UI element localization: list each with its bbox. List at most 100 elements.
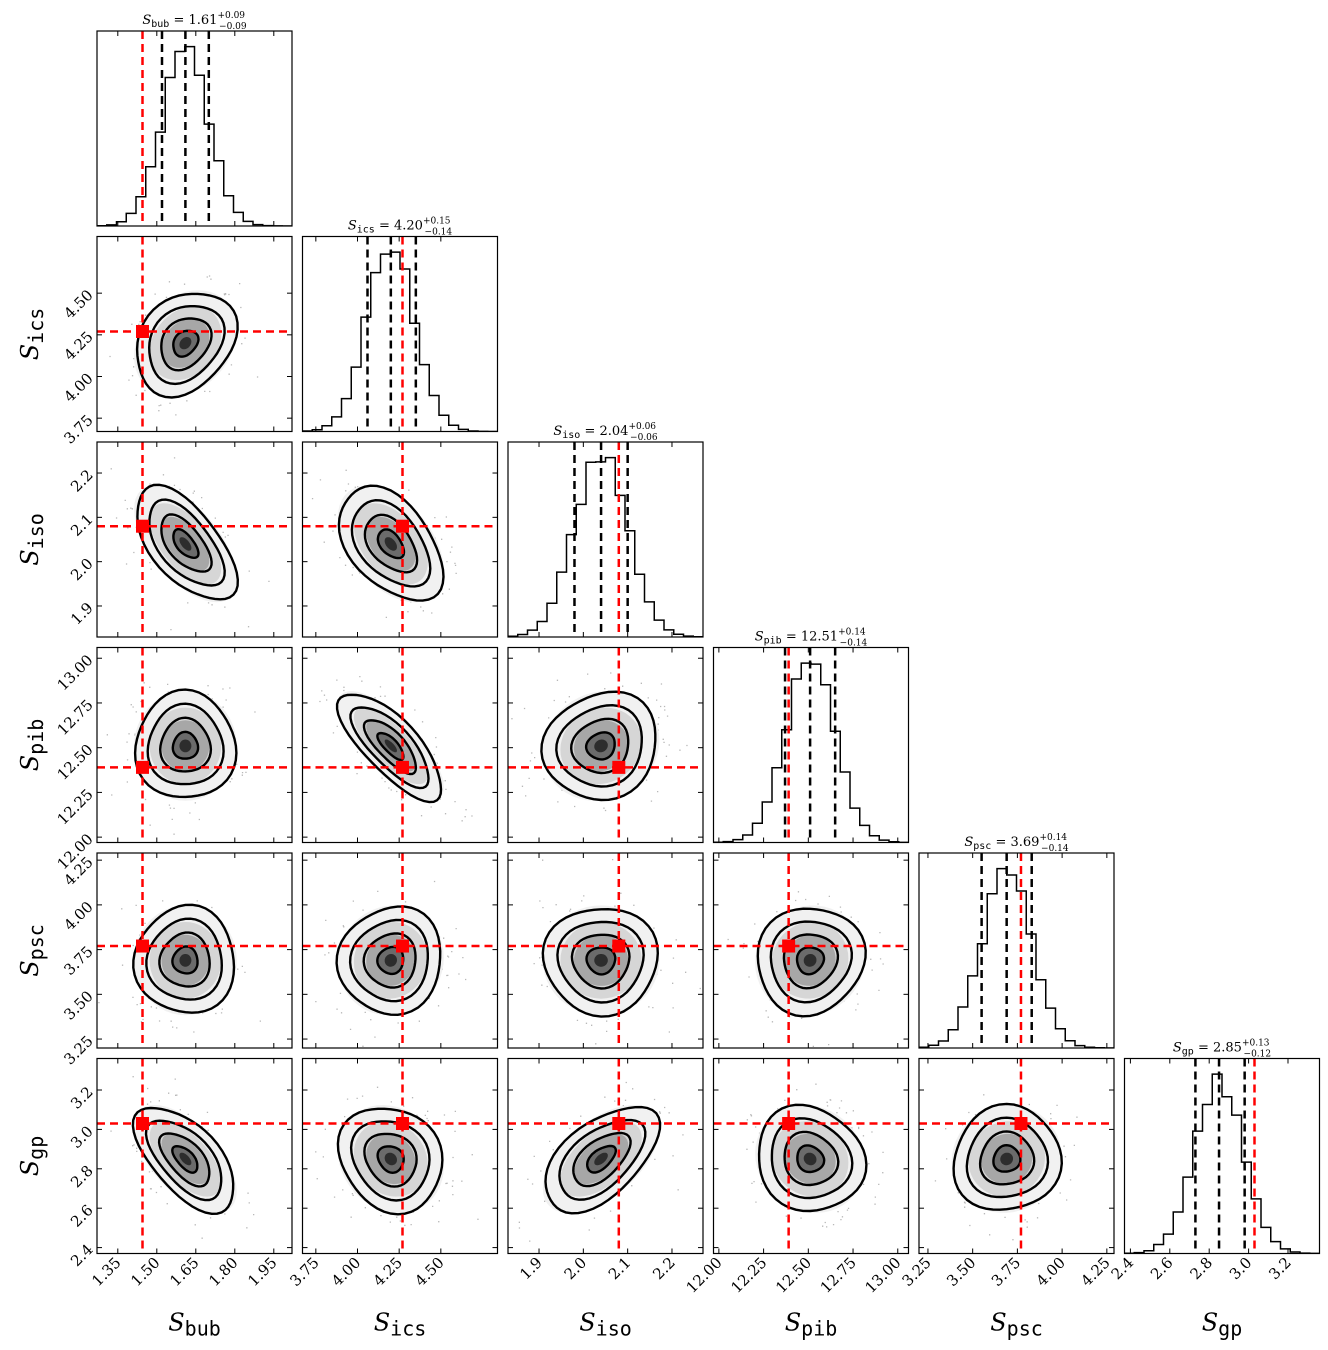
y-tick-label: 13.00 <box>54 651 97 694</box>
axes-frame <box>507 441 704 638</box>
contour-1 <box>795 946 826 976</box>
y-axis-label-iso: Siso <box>16 513 48 566</box>
contour-3 <box>349 1120 431 1202</box>
x-tick-label: 2.0 <box>561 1254 591 1284</box>
title-psc: Spsc = 3.69+0.14 −0.14 <box>964 833 1069 854</box>
truth-marker <box>782 939 796 953</box>
contour-1 <box>171 945 199 975</box>
y-tick-label: 3.50 <box>60 987 96 1023</box>
axes-frame <box>918 852 1115 1049</box>
contour-2 <box>783 1130 840 1187</box>
panel-bub-pib <box>97 647 292 843</box>
contour-1 <box>376 731 405 762</box>
contour-4 <box>952 1102 1064 1211</box>
hist-ics <box>302 236 498 432</box>
truth-marker <box>782 1117 796 1130</box>
truth-marker <box>136 939 149 953</box>
x-tick-label: 3.50 <box>943 1254 979 1290</box>
histogram-bub <box>97 45 292 226</box>
contour-4 <box>756 907 867 1018</box>
contour-4 <box>136 483 240 601</box>
axes-frame <box>96 235 293 433</box>
truth-marker <box>1014 1117 1028 1130</box>
y-tick-label: 3.2 <box>67 1083 97 1113</box>
title-gp: Sgp = 2.85+0.13 −0.12 <box>1173 1039 1271 1060</box>
x-axis-label-pib: Spib <box>785 1309 838 1341</box>
title-bub: Sbub = 1.61+0.09 −0.09 <box>142 11 247 32</box>
axes-frame <box>712 852 910 1049</box>
y-axis-label-ics: Sics <box>16 308 48 361</box>
x-tick-label: 2.8 <box>1186 1254 1216 1284</box>
x-tick-label: 3.25 <box>898 1254 934 1290</box>
panel-bub-ics <box>97 236 292 432</box>
x-tick-label: 2.4 <box>1108 1254 1138 1284</box>
x-tick-label: 3.75 <box>988 1254 1024 1290</box>
panel-bub-iso <box>97 442 292 637</box>
x-tick-label: 13.00 <box>861 1254 904 1297</box>
truth-marker <box>136 519 149 533</box>
density-level <box>384 537 397 551</box>
axes-frame <box>712 646 910 844</box>
contour-3 <box>770 1117 854 1200</box>
y-tick-label: 2.1 <box>67 510 97 540</box>
x-tick-label: 12.75 <box>817 1254 860 1297</box>
truth-marker <box>136 325 149 338</box>
hist-bub <box>97 31 292 226</box>
truth-marker <box>396 1117 409 1130</box>
x-tick-label: 1.9 <box>516 1254 546 1284</box>
panel-ics-pib <box>302 647 498 843</box>
histogram-ics <box>302 251 498 432</box>
axes-frame <box>301 852 499 1049</box>
contour-2 <box>160 513 213 573</box>
hist-psc <box>919 853 1114 1048</box>
y-tick-label: 4.00 <box>60 369 96 405</box>
contour-4 <box>132 903 236 1014</box>
contour-3 <box>145 917 224 1001</box>
axes-frame <box>96 30 293 227</box>
x-tick-label: 3.75 <box>286 1254 322 1290</box>
contour-3 <box>350 498 432 588</box>
panel-ics-iso <box>302 442 498 637</box>
contour-4 <box>757 1103 868 1213</box>
axes-frame <box>918 1057 1115 1255</box>
y-axis-label-pib: Spib <box>16 719 48 772</box>
y-tick-label: 3.75 <box>60 943 96 979</box>
contour-3 <box>349 706 430 790</box>
x-tick-label: 12.50 <box>772 1254 815 1297</box>
contour-1 <box>796 1144 826 1174</box>
contour-1 <box>376 528 406 560</box>
density-level <box>179 537 192 551</box>
contour-4 <box>335 693 443 804</box>
contour-4 <box>540 690 657 802</box>
axes-frame <box>507 1057 704 1255</box>
x-tick-label: 2.6 <box>1147 1254 1177 1284</box>
axes-frame <box>301 235 499 433</box>
truth-marker <box>136 760 149 774</box>
density-level <box>803 1152 817 1166</box>
contour-3 <box>148 498 226 587</box>
truth-marker <box>612 760 626 774</box>
truth-marker <box>396 760 409 774</box>
axes-frame <box>712 1057 910 1255</box>
density-level <box>594 954 608 967</box>
contour-2 <box>158 931 211 988</box>
panel-pib-psc <box>713 853 909 1048</box>
y-tick-label: 3.0 <box>67 1122 97 1152</box>
contour-4 <box>337 484 445 602</box>
axes-frame <box>96 646 293 844</box>
y-axis-label-gp: Sgp <box>16 1136 48 1177</box>
density-level <box>179 954 192 967</box>
contour-2 <box>160 317 213 372</box>
density-level <box>179 1152 192 1166</box>
contour-2 <box>570 933 631 990</box>
y-tick-label: 4.50 <box>60 286 96 322</box>
panel-bub-psc <box>97 853 292 1048</box>
contour-3 <box>556 920 645 1004</box>
y-tick-label: 2.0 <box>67 555 97 585</box>
contour-1 <box>584 731 616 761</box>
panel-ics-psc <box>302 853 498 1048</box>
axes-frame <box>507 852 704 1049</box>
x-tick-label: 2.1 <box>605 1254 635 1284</box>
histogram-iso <box>508 456 703 637</box>
x-tick-label: 1.95 <box>244 1254 280 1290</box>
